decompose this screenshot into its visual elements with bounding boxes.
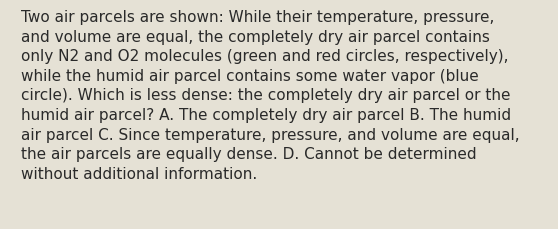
Text: Two air parcels are shown: While their temperature, pressure,
and volume are equ: Two air parcels are shown: While their t… xyxy=(21,10,519,181)
